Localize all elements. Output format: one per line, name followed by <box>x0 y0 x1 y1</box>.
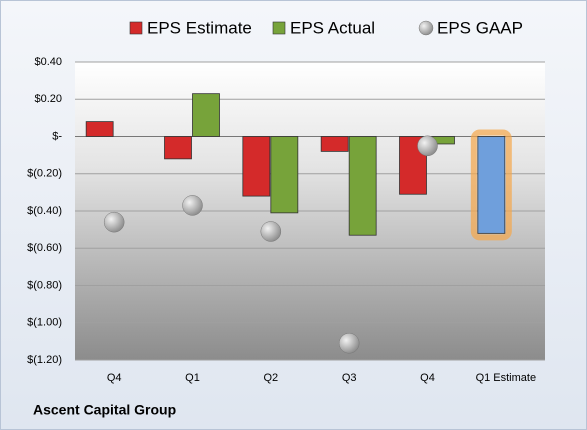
y-tick-label: $(0.40) <box>27 205 62 217</box>
bar <box>164 136 192 160</box>
x-tick-label: Q1 Estimate <box>476 372 537 384</box>
y-tick-label: $0.20 <box>34 93 62 105</box>
x-tick-label: Q2 <box>263 372 278 384</box>
bar <box>320 136 349 152</box>
gaap-marker <box>417 135 438 157</box>
legend-marker <box>418 20 434 36</box>
gaap-marker <box>182 195 203 216</box>
x-tick-label: Q4 <box>107 372 122 384</box>
gaap-marker <box>338 332 360 354</box>
legend-marker <box>129 21 143 35</box>
y-tick-label: $(0.20) <box>27 168 62 180</box>
legend-label: EPS GAAP <box>437 18 523 37</box>
bar <box>477 136 506 234</box>
x-tick-label: Q4 <box>420 372 435 384</box>
y-tick-label: $(1.00) <box>27 317 62 329</box>
y-tick-label: $(0.60) <box>27 242 62 254</box>
gaap-marker <box>260 221 282 242</box>
legend-label: EPS Actual <box>290 18 375 37</box>
x-tick-label: Q1 <box>185 372 200 384</box>
bar <box>242 136 271 197</box>
bar <box>85 121 114 137</box>
y-tick-label: $- <box>52 130 62 142</box>
y-tick-label: $0.40 <box>34 56 62 68</box>
gaap-marker <box>103 211 125 233</box>
y-tick-label: $(1.20) <box>27 354 62 366</box>
forecast-glow <box>470 129 512 241</box>
x-tick-label: Q3 <box>342 372 357 384</box>
chart-title: Ascent Capital Group <box>33 402 176 418</box>
legend-marker <box>272 21 286 35</box>
legend-label: EPS Estimate <box>147 18 252 37</box>
bar <box>192 93 220 137</box>
y-tick-label: $(0.80) <box>27 279 62 291</box>
bar <box>348 136 377 236</box>
bar <box>270 136 299 214</box>
